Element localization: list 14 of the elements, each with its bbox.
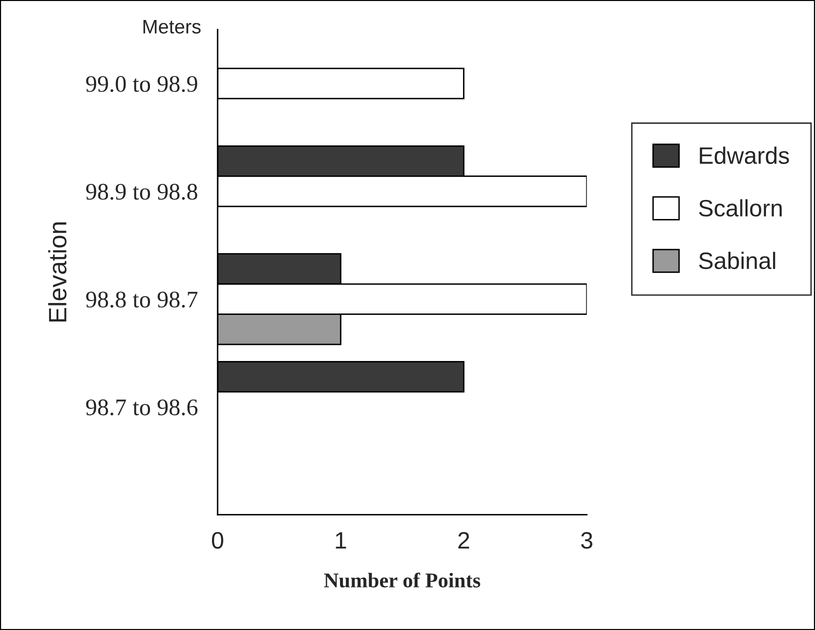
- y-tick-label: 98.7 to 98.6: [86, 399, 198, 416]
- y-tick-label: 98.8 to 98.7: [86, 292, 198, 308]
- text: Meters: [143, 20, 201, 34]
- x-tick-label: 3: [581, 532, 592, 549]
- x-axis-title: Number of Points: [324, 572, 480, 588]
- x-tick-label: 2: [458, 532, 470, 548]
- legend-label: Edwards: [700, 146, 789, 164]
- y-tick-label: 99.0 to 98.9: [86, 76, 198, 92]
- legend-label: Scallorn: [699, 199, 782, 217]
- x-tick-label: 1: [336, 532, 346, 548]
- y-axis-title: Elevation: [48, 222, 67, 322]
- y-tick-label: 98.9 to 98.8: [86, 184, 198, 200]
- x-tick-label: 0: [212, 532, 224, 549]
- legend-label: Sabinal: [699, 252, 776, 270]
